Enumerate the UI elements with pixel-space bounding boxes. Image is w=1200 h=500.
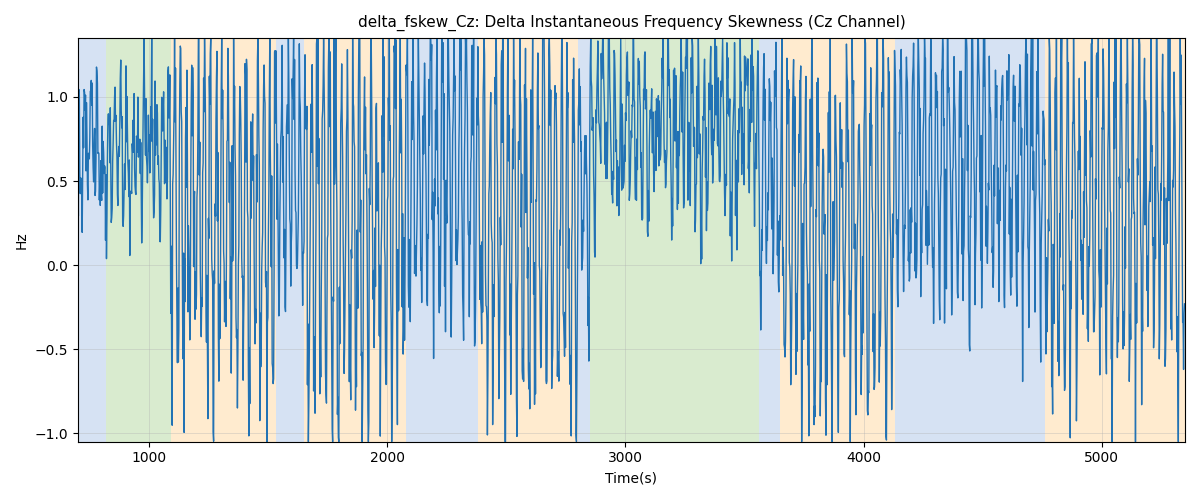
Bar [758, 38, 780, 442]
Bar [78, 38, 107, 442]
Bar [589, 38, 649, 442]
Bar [894, 38, 1044, 442]
Bar [649, 38, 758, 442]
X-axis label: Time(s): Time(s) [606, 471, 658, 485]
Title: delta_fskew_Cz: Delta Instantaneous Frequency Skewness (Cz Channel): delta_fskew_Cz: Delta Instantaneous Freq… [358, 15, 905, 31]
Bar [276, 38, 304, 442]
Bar [578, 38, 589, 442]
Bar [107, 38, 170, 442]
Bar [170, 38, 276, 442]
Bar [478, 38, 578, 442]
Bar [1070, 38, 1186, 442]
Bar [780, 38, 894, 442]
Bar [407, 38, 478, 442]
Y-axis label: Hz: Hz [14, 231, 29, 249]
Bar [1044, 38, 1070, 442]
Bar [304, 38, 407, 442]
